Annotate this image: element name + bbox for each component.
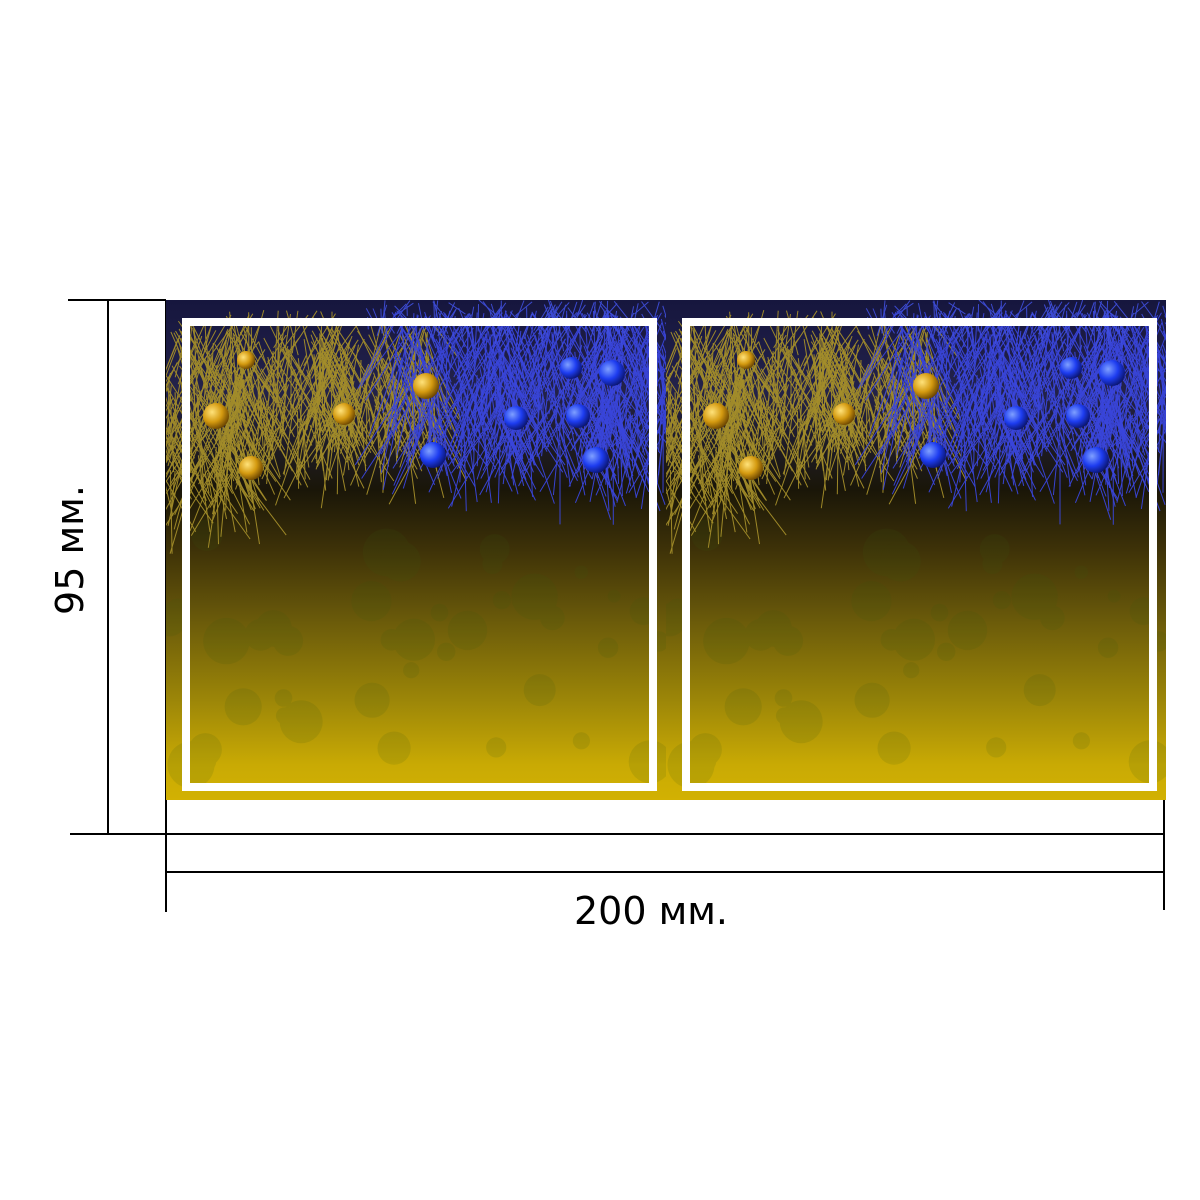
gold-ornament: [703, 403, 729, 429]
blue-ornament: [566, 404, 590, 428]
gold-ornament: [239, 456, 263, 480]
gold-ornament: [913, 373, 939, 399]
blue-ornament: [504, 406, 528, 430]
width-label: 200 мм.: [573, 889, 729, 933]
bokeh-dots: [666, 519, 1166, 789]
blue-ornament: [920, 442, 946, 468]
gold-ornament: [237, 351, 255, 369]
blue-ornament: [1004, 406, 1028, 430]
height-label: 95 мм.: [48, 485, 92, 615]
gold-ornament: [737, 351, 755, 369]
gold-ornament: [739, 456, 763, 480]
blue-ornament: [599, 360, 625, 386]
bokeh-dots: [166, 519, 666, 789]
christmas-branches-art: [166, 300, 666, 789]
white-frame-left: [182, 318, 657, 791]
gold-ornament: [203, 403, 229, 429]
blue-ornament: [1060, 357, 1082, 379]
gold-ornament: [333, 403, 355, 425]
panel-left: [166, 300, 666, 800]
blue-ornament: [1083, 447, 1109, 473]
blue-ornament: [583, 447, 609, 473]
panel-right: [666, 300, 1166, 800]
banner: [166, 300, 1166, 800]
white-frame-right: [682, 318, 1157, 791]
gold-ornament: [413, 373, 439, 399]
blue-ornament: [1066, 404, 1090, 428]
gold-ornament: [833, 403, 855, 425]
blue-ornament: [560, 357, 582, 379]
blue-ornament: [1099, 360, 1125, 386]
blue-ornament: [420, 442, 446, 468]
